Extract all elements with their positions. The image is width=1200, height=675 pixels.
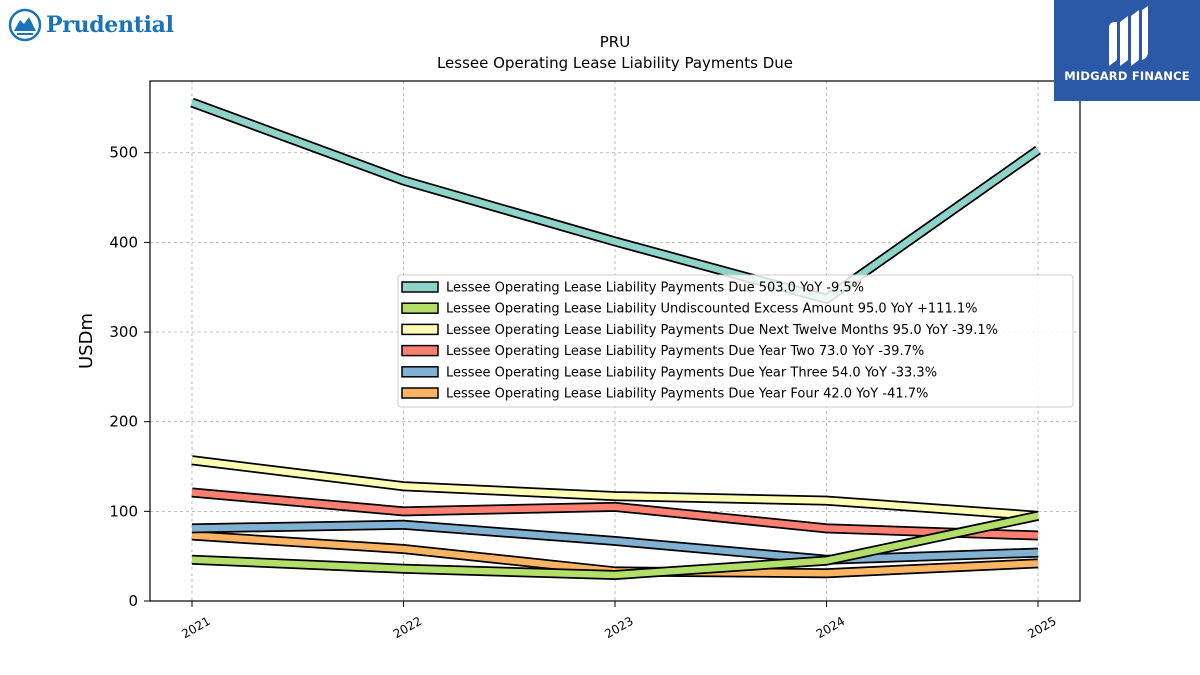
legend-swatch: [401, 323, 439, 336]
midgard-logo-icon: [1109, 6, 1148, 66]
legend-label: Lessee Operating Lease Liability Payment…: [446, 365, 937, 380]
y-tick-label: 400: [109, 233, 138, 251]
rock-icon: [8, 8, 42, 42]
series-2: [191, 510, 1040, 581]
legend-item: Lessee Operating Lease Liability Payment…: [401, 281, 864, 296]
legend: Lessee Operating Lease Liability Payment…: [397, 274, 1074, 408]
legend-label: Lessee Operating Lease Liability Payment…: [446, 387, 928, 402]
legend-box: [397, 274, 1074, 408]
legend-item: Lessee Operating Lease Liability Payment…: [401, 323, 998, 338]
series-1: [190, 97, 1041, 305]
legend-item: Lessee Operating Lease Liability Payment…: [401, 365, 937, 380]
y-axis-label: USDm: [76, 313, 97, 369]
legend-item: Lessee Operating Lease Liability Payment…: [401, 387, 928, 402]
x-tick-label: 2025: [1025, 614, 1058, 641]
x-tick-label: 2024: [814, 614, 847, 641]
chart-title: PRU: [600, 33, 630, 51]
series-5: [191, 519, 1039, 565]
series-line: [191, 521, 1039, 564]
legend-swatch: [401, 344, 439, 357]
x-tick-label: 2022: [391, 614, 424, 641]
series-line: [191, 489, 1039, 539]
chart-subtitle: Lessee Operating Lease Liability Payment…: [437, 54, 793, 72]
y-tick-label: 200: [109, 413, 138, 431]
y-tick-label: 100: [109, 502, 138, 520]
legend-swatch: [401, 387, 439, 399]
series-4: [191, 487, 1039, 541]
legend-label: Lessee Operating Lease Liability Payment…: [446, 281, 864, 296]
legend-item: Lessee Operating Lease Liability Payment…: [401, 344, 924, 359]
legend-swatch: [401, 302, 439, 314]
x-tick-label: 2023: [602, 614, 635, 641]
legend-swatch: [401, 366, 439, 378]
legend-swatch: [401, 281, 439, 293]
y-tick-label: 500: [109, 144, 138, 162]
series-3: [191, 455, 1039, 521]
brand-logo: Prudential: [8, 8, 174, 42]
badge-label: MIDGARD FINANCE: [1064, 69, 1190, 83]
series-lines: [190, 97, 1041, 581]
legend-label: Lessee Operating Lease Liability Payment…: [446, 323, 998, 338]
legend-label: Lessee Operating Lease Liability Payment…: [446, 344, 924, 359]
y-tick-label: 300: [109, 323, 138, 341]
axes: 2021 2022 2023 2024 2025 0 100 200 300 400 500: [109, 144, 1058, 642]
series-line: [190, 99, 1040, 303]
legend-item: Lessee Operating Lease Liability Undisco…: [401, 302, 977, 317]
brand-name: Prudential: [46, 12, 174, 38]
x-tick-label: 2021: [179, 614, 212, 641]
series-line: [191, 512, 1039, 579]
series-line: [191, 457, 1039, 520]
y-tick-label: 0: [128, 592, 138, 610]
midgard-badge: MIDGARD FINANCE: [1054, 0, 1200, 101]
legend-label: Lessee Operating Lease Liability Undisco…: [446, 302, 977, 317]
